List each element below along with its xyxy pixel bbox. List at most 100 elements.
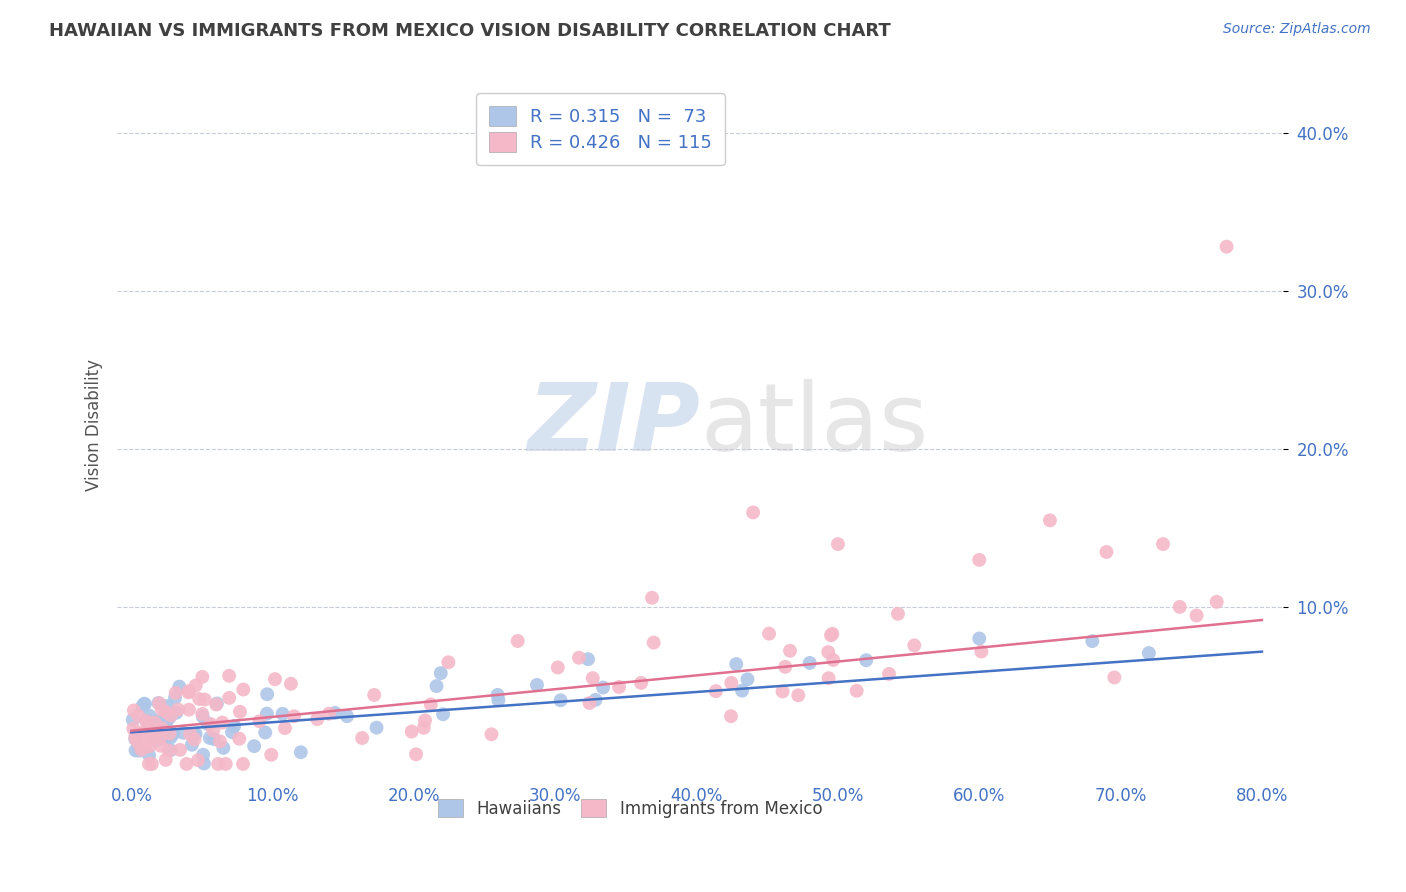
Point: [124, 731, 146, 746]
Point: [191, 747, 214, 762]
Point: [758, 626, 780, 640]
Point: [143, 715, 166, 730]
Point: [1095, 545, 1118, 559]
Point: [142, 726, 165, 740]
Point: [845, 683, 868, 698]
Point: [132, 725, 155, 739]
Point: [184, 679, 207, 693]
Point: [188, 692, 211, 706]
Point: [576, 652, 599, 666]
Point: [283, 709, 305, 723]
Point: [773, 660, 796, 674]
Point: [742, 505, 765, 519]
Point: [128, 736, 150, 750]
Point: [725, 657, 748, 671]
Point: [432, 707, 454, 722]
Point: [127, 726, 149, 740]
Point: [249, 714, 271, 729]
Point: [827, 537, 849, 551]
Point: [155, 728, 177, 742]
Point: [193, 756, 215, 771]
Point: [139, 723, 162, 737]
Point: [641, 591, 664, 605]
Point: [817, 671, 839, 685]
Point: [169, 680, 191, 694]
Point: [131, 698, 153, 713]
Point: [131, 729, 153, 743]
Point: [419, 698, 441, 712]
Point: [823, 653, 845, 667]
Point: [135, 713, 157, 727]
Point: [405, 747, 427, 762]
Point: [1205, 595, 1227, 609]
Text: atlas: atlas: [700, 379, 928, 472]
Point: [179, 727, 201, 741]
Point: [550, 693, 572, 707]
Point: [149, 739, 172, 753]
Point: [128, 744, 150, 758]
Point: [1215, 240, 1237, 254]
Y-axis label: Vision Disability: Vision Disability: [86, 359, 103, 491]
Point: [134, 740, 156, 755]
Point: [547, 660, 569, 674]
Point: [155, 716, 177, 731]
Point: [135, 714, 157, 728]
Point: [336, 709, 359, 723]
Point: [200, 717, 222, 731]
Point: [153, 731, 176, 745]
Point: [138, 756, 160, 771]
Point: [307, 712, 329, 726]
Point: [720, 676, 742, 690]
Point: [167, 702, 190, 716]
Point: [229, 705, 252, 719]
Point: [149, 731, 172, 745]
Point: [352, 731, 374, 745]
Point: [162, 727, 184, 741]
Point: [486, 688, 509, 702]
Point: [607, 680, 630, 694]
Point: [970, 644, 993, 658]
Point: [148, 696, 170, 710]
Point: [187, 753, 209, 767]
Point: [205, 698, 228, 712]
Point: [122, 722, 145, 736]
Point: [142, 730, 165, 744]
Point: [191, 706, 214, 721]
Point: [150, 714, 173, 729]
Point: [254, 725, 277, 739]
Point: [145, 725, 167, 739]
Point: [413, 714, 436, 728]
Point: [274, 721, 297, 735]
Point: [232, 756, 254, 771]
Point: [124, 743, 146, 757]
Point: [704, 684, 727, 698]
Point: [260, 747, 283, 762]
Point: [131, 742, 153, 756]
Point: [125, 728, 148, 742]
Point: [582, 671, 605, 685]
Point: [731, 683, 754, 698]
Point: [967, 632, 990, 646]
Point: [177, 684, 200, 698]
Point: [127, 709, 149, 723]
Point: [159, 708, 181, 723]
Point: [157, 743, 180, 757]
Point: [205, 697, 228, 711]
Point: [197, 717, 219, 731]
Point: [146, 724, 169, 739]
Point: [506, 634, 529, 648]
Point: [177, 685, 200, 699]
Point: [243, 739, 266, 753]
Point: [1185, 608, 1208, 623]
Point: [208, 734, 231, 748]
Point: [232, 682, 254, 697]
Point: [821, 627, 844, 641]
Point: [799, 656, 821, 670]
Point: [256, 706, 278, 721]
Point: [156, 699, 179, 714]
Point: [643, 635, 665, 649]
Point: [141, 756, 163, 771]
Point: [138, 747, 160, 762]
Point: [1152, 537, 1174, 551]
Point: [159, 726, 181, 740]
